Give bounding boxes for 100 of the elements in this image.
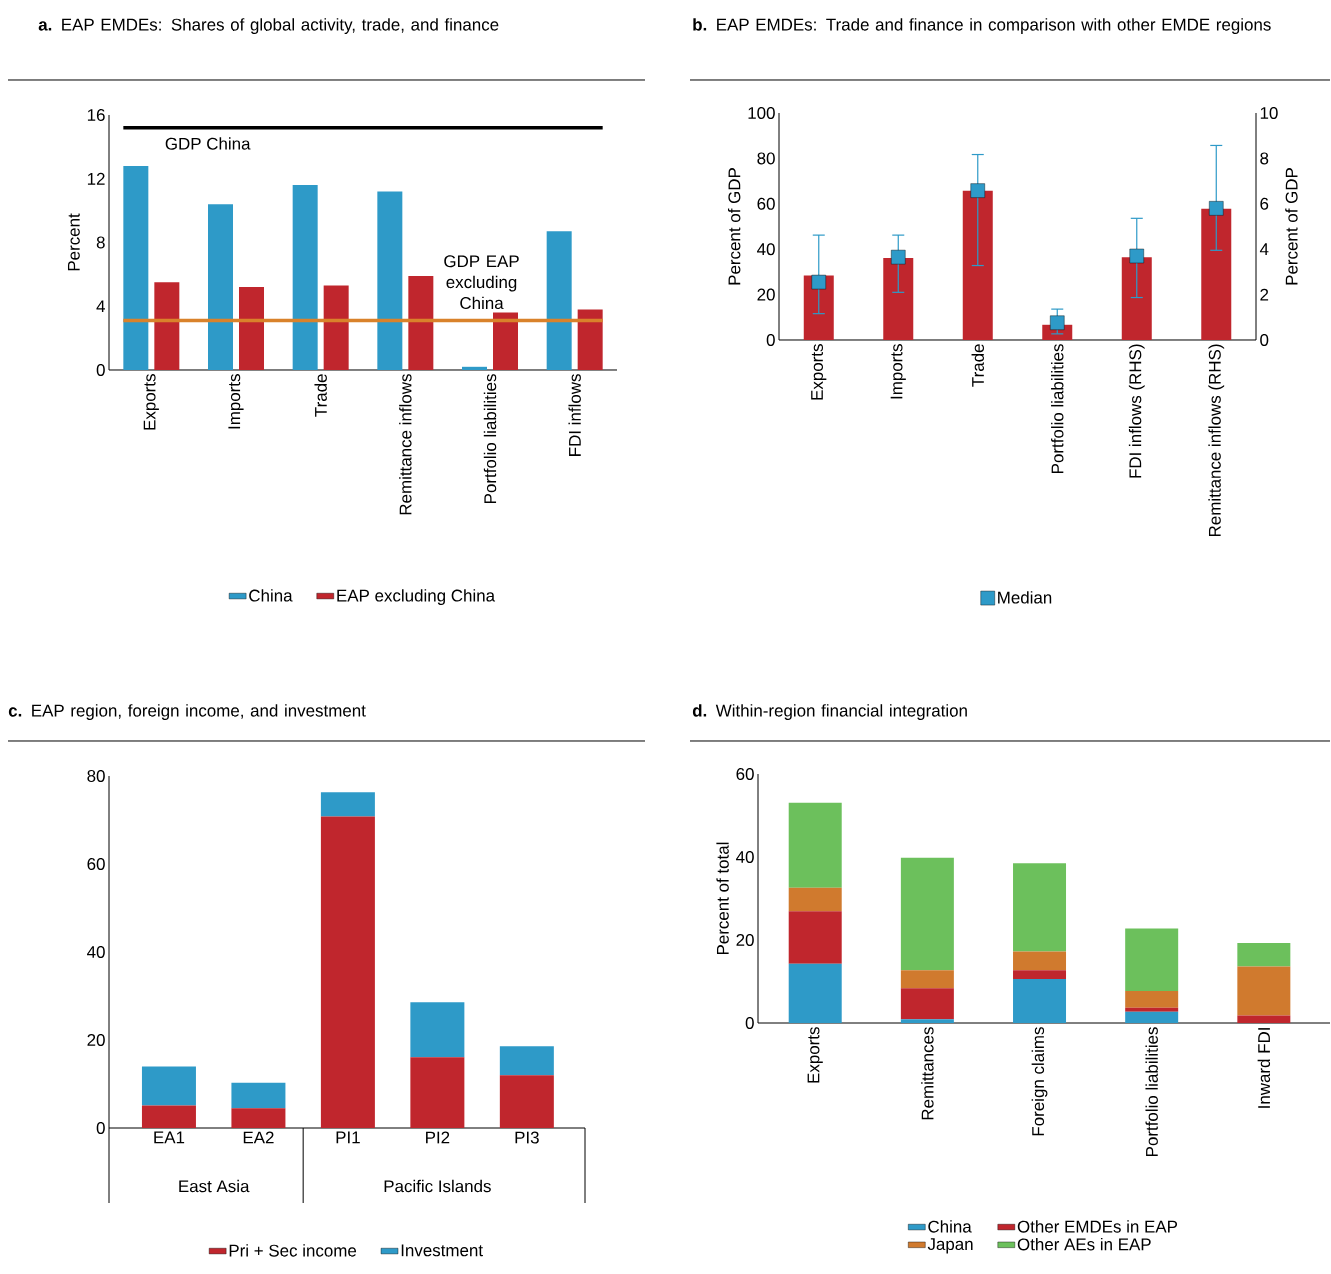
bar [900, 1019, 954, 1023]
x-tick-label: FDI inflows [568, 374, 581, 456]
bar [788, 887, 842, 912]
bar [1125, 991, 1179, 1008]
legend-label: Median [998, 591, 1052, 604]
point [891, 249, 906, 265]
y-tick-label: 40 [757, 243, 775, 256]
y-tick-label: 16 [87, 108, 105, 121]
bar [1013, 863, 1067, 952]
bar [320, 816, 375, 1128]
legend-label: China [249, 589, 293, 602]
bar [320, 792, 375, 817]
bar [410, 1002, 465, 1058]
y-tick-label: 12 [87, 172, 105, 185]
bar [462, 366, 487, 370]
legend-label: Pri + Sec income [229, 1244, 357, 1257]
bar [577, 309, 603, 370]
x-tick-label: Portfolio liabilities [483, 374, 497, 503]
legend-label: Other AEs in EAP [1017, 1237, 1151, 1251]
bar [154, 282, 180, 370]
bar [493, 312, 518, 370]
x-tick-label: Portfolio liabilities [1051, 344, 1064, 473]
y-tick-label: 80 [757, 152, 775, 165]
bar [1125, 928, 1179, 992]
y-tick-label: 20 [757, 288, 775, 301]
text: Pacific Islands [384, 1179, 491, 1193]
text: East Asia [179, 1179, 250, 1193]
y-tick-label: 60 [736, 768, 754, 780]
chart-title: a. EAP EMDEs: Shares of global activity, trade, and finance [38, 18, 499, 34]
y-tick-label: 0 [96, 1122, 105, 1134]
bar [1125, 1011, 1179, 1023]
x-tick-label: Foreign claims [1031, 1027, 1048, 1136]
x-tick-label: Remittance inflows (RHS) [1208, 344, 1225, 536]
y-axis-title: Percent of total [716, 842, 729, 955]
y2-tick-label: 4 [1259, 243, 1269, 256]
y2-tick-label: 8 [1260, 152, 1269, 165]
legend-label: Investment [401, 1244, 483, 1257]
point [1050, 315, 1065, 330]
y-tick-label: 20 [736, 934, 754, 946]
chart-title: d. Within-region financial integration [692, 704, 967, 720]
legend-label: Japan [927, 1238, 973, 1254]
x-tick-label: Remittance inflows [399, 374, 412, 515]
x-tick-label: Trade [314, 374, 327, 417]
bar [239, 287, 264, 370]
x-tick-label: EA1 [154, 1131, 185, 1144]
bar [141, 1105, 196, 1128]
ref-line-label: GDP China [165, 137, 251, 150]
y-tick-label: 40 [87, 946, 105, 959]
y-tick-label: 80 [87, 770, 105, 783]
bar [788, 802, 842, 888]
y-tick-label: 0 [96, 363, 105, 376]
y-tick-label: 100 [748, 106, 775, 119]
bar [231, 1108, 286, 1128]
chart-title: b. EAP EMDEs: Trade and finance in comparison with other EMDE regions [693, 18, 1271, 34]
y-tick-label: 0 [766, 333, 775, 346]
x-tick-label: PI1 [336, 1131, 360, 1144]
x-tick-label: PI3 [515, 1131, 539, 1144]
bar [788, 911, 842, 964]
y-tick-label: 20 [87, 1034, 105, 1046]
x-tick-label: FDI inflows (RHS) [1128, 344, 1145, 478]
x-tick-label: Trade [971, 344, 984, 387]
bar [123, 165, 149, 370]
y-tick-label: 4 [96, 300, 105, 313]
bar [788, 963, 842, 1023]
chart-title: c. EAP region, foreign income, and investment [8, 704, 366, 720]
x-tick-label: Inward FDI [1257, 1028, 1271, 1108]
x-tick-label: PI2 [426, 1131, 450, 1144]
bar [141, 1066, 196, 1106]
y2-tick-label: 0 [1260, 333, 1269, 346]
y2-axis-title: Percent of GDP [1285, 168, 1298, 285]
x-tick-label: Portfolio liabilities [1145, 1027, 1158, 1156]
bar [900, 970, 954, 989]
y2-tick-label: 6 [1260, 197, 1269, 210]
bar [1237, 966, 1291, 1016]
bar [1013, 979, 1067, 1023]
bar [377, 191, 403, 370]
point [811, 274, 826, 290]
bar [1125, 1007, 1179, 1012]
bar [1237, 942, 1291, 967]
y-tick-label: 60 [757, 197, 775, 210]
x-tick-label: EA2 [243, 1131, 274, 1144]
point [970, 183, 985, 198]
y-tick-label: 60 [87, 858, 105, 871]
x-tick-label: Exports [811, 344, 827, 400]
y-axis-title: Percent of GDP [727, 168, 741, 285]
bar [408, 275, 434, 370]
legend-label: China [928, 1220, 972, 1233]
bar [292, 185, 318, 370]
bar [208, 204, 233, 370]
bar [900, 857, 954, 971]
x-tick-label: Imports [890, 344, 906, 399]
bar [546, 231, 572, 370]
y-tick-label: 0 [745, 1017, 754, 1029]
bar [410, 1057, 465, 1128]
bar [231, 1082, 286, 1109]
bar [1013, 951, 1067, 971]
y2-tick-label: 2 [1260, 288, 1269, 301]
x-tick-label: Exports [807, 1027, 823, 1083]
bar [323, 285, 349, 370]
bar [883, 258, 914, 340]
